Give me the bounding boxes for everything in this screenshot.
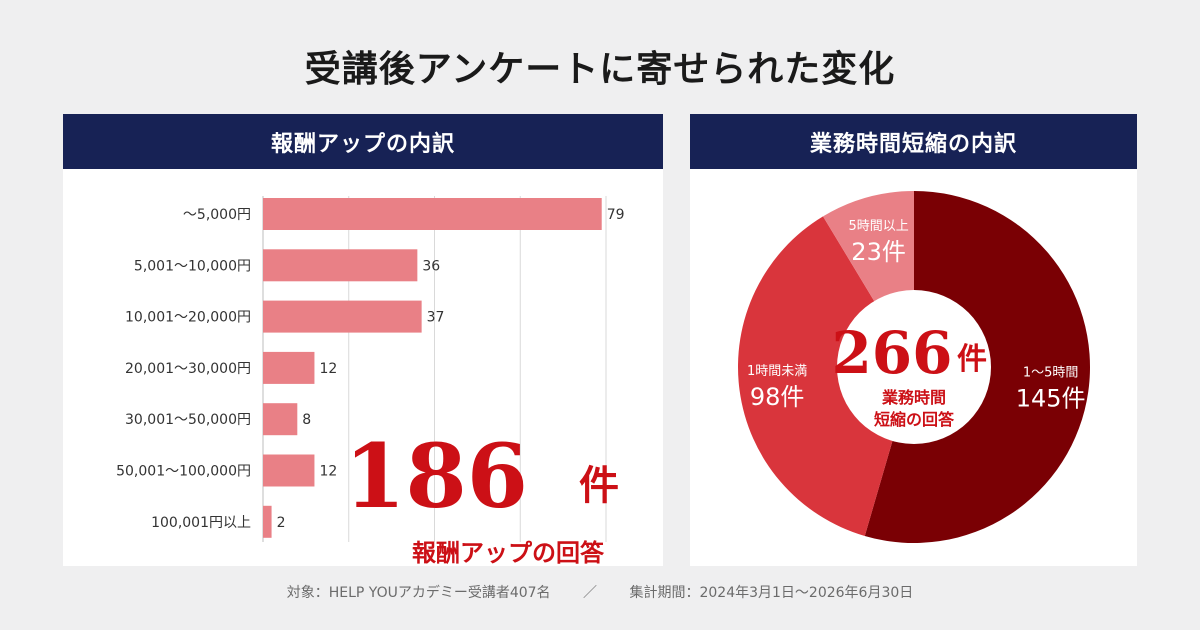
reward-bar-chart: 〜5,000円 79 5,001〜10,000円 36 10,001〜20,000円 37…: [116, 196, 625, 567]
value-label: 37: [427, 310, 445, 326]
slice-value-label: 145件: [1016, 384, 1086, 412]
slice-label: 1〜5時間: [1023, 365, 1079, 380]
reward-total-caption: 報酬アップの回答: [412, 539, 605, 566]
footer-note: 対象：HELP YOUアカデミー受講者407名 ／ 集計期間：2024年3月1日…: [0, 582, 1200, 602]
category-label: 100,001円以上: [151, 515, 251, 531]
bar-7: [263, 505, 272, 538]
slice-label: 1時間未満: [747, 364, 807, 379]
bar-2: [263, 249, 418, 282]
bar-1: [263, 198, 602, 230]
category-label: 〜5,000円: [183, 207, 251, 223]
slice-value-label: 98件: [750, 383, 805, 411]
category-label: 30,001〜50,000円: [125, 412, 251, 428]
reward-total-unit: 件: [579, 463, 619, 509]
worktime-total-number: 266: [831, 319, 952, 387]
reward-panel-header: 報酬アップの内訳: [63, 114, 663, 169]
worktime-center-line2: 短縮の回答: [874, 410, 955, 429]
page-title: 受講後アンケートに寄せられた変化: [304, 49, 896, 90]
bar-4: [263, 351, 315, 384]
worktime-panel-header: 業務時間短縮の内訳: [690, 114, 1137, 169]
worktime-donut-chart: 1〜5時間 145件 1時間未満 98件 5時間以上 23件 266 件 業務時間 短縮の…: [738, 191, 1091, 543]
category-label: 50,001〜100,000円: [116, 464, 251, 480]
value-label: 12: [319, 361, 337, 377]
bar-6: [263, 454, 315, 487]
category-label: 10,001〜20,000円: [125, 310, 251, 326]
worktime-total-unit: 件: [957, 342, 987, 377]
bar-5: [263, 403, 298, 436]
slice-label: 5時間以上: [848, 219, 908, 234]
value-label: 79: [607, 207, 625, 223]
footer-period: 集計期間：2024年3月1日〜2026年6月30日: [629, 585, 914, 601]
value-label: 36: [422, 258, 440, 274]
slice-value-label: 23件: [851, 238, 906, 266]
reward-breakdown-panel: 報酬アップの内訳 〜5,000円 79 5,001〜10,000円 36 10,001〜…: [63, 114, 663, 567]
value-label: 2: [277, 515, 286, 531]
reward-total-number: 186: [344, 424, 528, 528]
footer-separator: ／: [583, 585, 598, 601]
donut-slice-2: [738, 216, 914, 536]
bar-3: [263, 300, 422, 333]
footer-target: 対象：HELP YOUアカデミー受講者407名: [286, 585, 551, 601]
category-label: 20,001〜30,000円: [125, 361, 251, 377]
value-label: 8: [302, 412, 311, 428]
value-label: 12: [319, 464, 337, 480]
worktime-center-line1: 業務時間: [881, 388, 946, 407]
category-label: 5,001〜10,000円: [134, 258, 251, 274]
worktime-breakdown-panel: 業務時間短縮の内訳 1〜5時間 145件 1時間未満 98件 5時間以上 23件 266 …: [690, 114, 1137, 566]
donut-hole: [837, 290, 991, 444]
